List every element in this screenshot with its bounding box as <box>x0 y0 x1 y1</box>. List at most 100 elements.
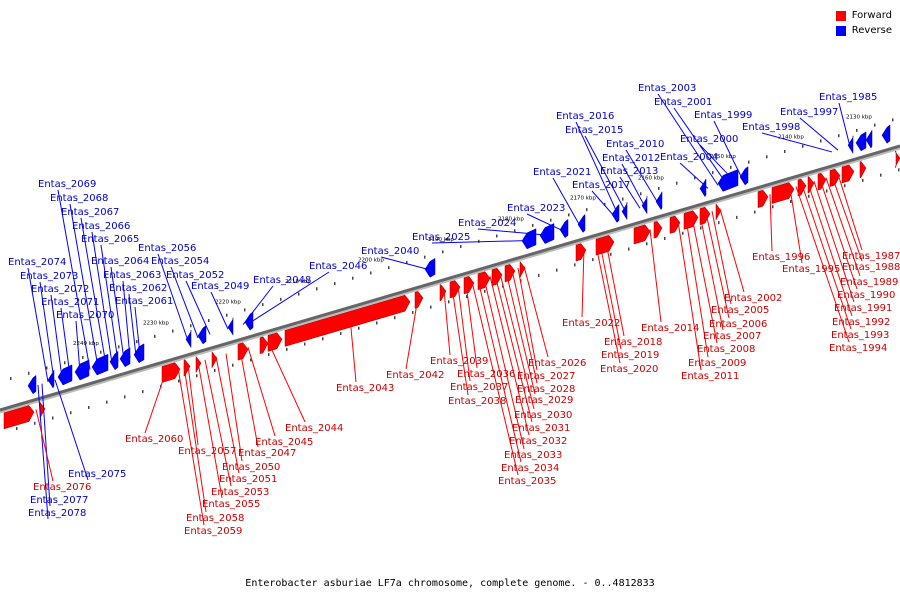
leader-line <box>625 149 659 204</box>
scale-dot <box>640 192 642 196</box>
gene-label: Entas_2030 <box>514 410 572 421</box>
reverse-gene <box>855 131 867 152</box>
scale-dot <box>682 231 684 235</box>
axis-tick-label: 2230 kbp <box>143 321 169 327</box>
forward-gene <box>259 336 269 355</box>
leader-line <box>605 242 625 337</box>
scale-dot <box>316 287 318 291</box>
gene-label: Entas_2006 <box>709 319 767 330</box>
backbone-line <box>0 144 900 412</box>
scale-dot <box>718 221 720 225</box>
scale-dot <box>748 160 750 164</box>
scale-dot <box>478 239 480 243</box>
forward-gene <box>267 332 283 352</box>
leader-line <box>819 179 858 290</box>
gene-label: Entas_2013 <box>600 166 658 177</box>
forward-gene <box>237 342 249 361</box>
leader-line <box>619 176 641 209</box>
leader-line <box>100 244 119 362</box>
scale-dot <box>334 282 336 286</box>
leader-line <box>699 214 724 331</box>
forward-gene <box>669 215 681 234</box>
gene-label: Entas_2051 <box>219 474 277 485</box>
scale-dot <box>532 223 534 227</box>
scale-dot <box>898 168 900 172</box>
scale-dot <box>448 300 450 304</box>
reverse-gene <box>717 169 739 192</box>
gene-label: Entas_2000 <box>680 134 738 145</box>
leader-line <box>477 279 522 463</box>
scale-dot <box>466 295 468 299</box>
leader-line <box>37 384 49 520</box>
scale-dot <box>52 416 54 420</box>
gene-label: Entas_2072 <box>31 284 89 295</box>
axis-tick-label: 2190 kbp <box>428 237 454 243</box>
leader-line <box>483 277 525 450</box>
gene-label: Entas_2068 <box>50 193 108 204</box>
gene-label: Entas_2017 <box>572 180 630 191</box>
reverse-gene <box>521 228 537 250</box>
gene-label: Entas_2075 <box>68 469 126 480</box>
scale-dot <box>808 194 810 198</box>
gene-label: Entas_2028 <box>517 384 575 395</box>
scale-dot <box>694 176 696 180</box>
gene-label: Entas_2007 <box>703 331 761 342</box>
gene-label: Entas_2027 <box>517 371 575 382</box>
axis-tick-label: 2210 kbp <box>285 279 311 285</box>
scale-dot <box>676 181 678 185</box>
leader-line <box>599 243 622 350</box>
scale-dot <box>100 350 102 354</box>
scale-dot <box>574 263 576 267</box>
scale-dot <box>790 200 792 204</box>
scale-dot <box>154 334 156 338</box>
scale-dot <box>244 308 246 312</box>
leader-line <box>110 266 125 360</box>
gene-label: Entas_1990 <box>837 290 895 301</box>
legend-forward-label: Forward <box>851 10 892 21</box>
forward-gene <box>519 260 526 278</box>
reverse-gene <box>74 359 90 381</box>
leader-line <box>813 181 855 303</box>
gene-label: Entas_2046 <box>309 261 367 272</box>
genome-caption: Enterobacter asburiae LF7a chromosome, c… <box>245 578 655 589</box>
gene-label: Entas_2078 <box>28 508 86 519</box>
scale-dot <box>880 173 882 177</box>
reverse-gene <box>57 364 73 386</box>
leader-line <box>719 208 745 293</box>
reverse-gene <box>27 374 37 395</box>
forward-gene <box>829 168 841 187</box>
forward-gene <box>653 220 663 239</box>
forward-gene <box>575 243 587 262</box>
scale-dot <box>142 390 144 394</box>
axis-tick-label: 2240 kbp <box>73 341 99 347</box>
forward-gene <box>211 351 218 368</box>
leader-line <box>170 266 199 339</box>
leader-line <box>657 93 719 186</box>
scale-dot <box>286 347 288 351</box>
forward-gene <box>771 182 795 204</box>
scale-dot <box>496 234 498 238</box>
gene-label: Entas_2067 <box>61 207 119 218</box>
scale-dot <box>196 374 198 378</box>
scale-dot <box>610 252 612 256</box>
leader-line <box>837 174 863 251</box>
leader-line <box>27 267 49 383</box>
scale-dot <box>358 326 360 330</box>
gene-label: Entas_2055 <box>202 499 260 510</box>
reverse-gene <box>109 350 119 371</box>
gene-label: Entas_2004 <box>660 152 718 163</box>
gene-label: Entas_2023 <box>507 203 565 214</box>
scale-dot <box>322 337 324 341</box>
leader-line <box>494 274 533 423</box>
gene-label: Entas_2065 <box>81 234 139 245</box>
reverse-gene <box>699 177 707 198</box>
gene-label: Entas_2063 <box>103 270 161 281</box>
scale-dot <box>190 324 192 328</box>
leader-line <box>75 320 81 373</box>
forward-gene <box>284 294 411 347</box>
scale-dot <box>754 210 756 214</box>
scale-dot <box>442 250 444 254</box>
gene-label: Entas_2053 <box>211 487 269 498</box>
scale-dot <box>826 189 828 193</box>
